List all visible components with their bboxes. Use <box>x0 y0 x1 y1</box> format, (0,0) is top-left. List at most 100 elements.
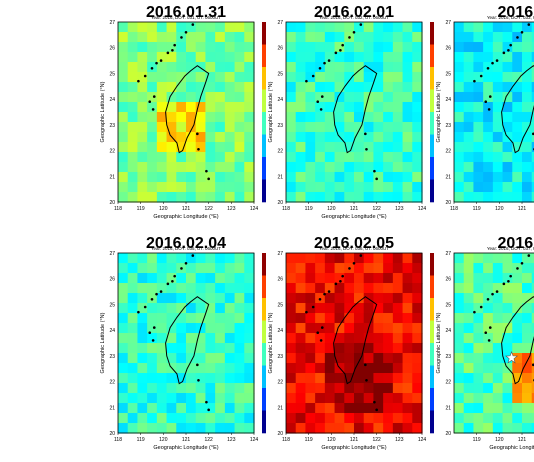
heatmap-cell <box>305 22 316 33</box>
heatmap-cell <box>412 323 423 334</box>
heatmap-cell <box>224 172 236 183</box>
heatmap-cell <box>195 62 207 73</box>
heatmap-cell <box>286 32 297 43</box>
colorbar-segment <box>262 365 266 389</box>
island-mark <box>364 363 367 367</box>
heatmap-cell <box>176 182 187 193</box>
heatmap-cell <box>344 403 355 414</box>
island-mark <box>327 290 331 293</box>
heatmap-cell <box>118 162 129 173</box>
heatmap-cell <box>522 343 533 354</box>
heatmap-cell <box>454 373 465 384</box>
heatmap-cell <box>315 373 326 384</box>
heatmap-cell <box>483 102 494 113</box>
island-mark <box>495 290 499 293</box>
heatmap-cell <box>392 162 404 173</box>
heatmap-cell <box>473 353 484 364</box>
heatmap-cell <box>205 293 216 304</box>
heatmap-cell <box>463 42 475 53</box>
heatmap-cell <box>383 263 394 274</box>
heatmap-cell <box>315 172 326 183</box>
heatmap-cell <box>234 363 245 374</box>
heatmap-cell <box>392 112 404 123</box>
heatmap-cell <box>186 152 197 163</box>
heatmap-cell <box>344 373 355 384</box>
heatmap-cell <box>373 343 384 354</box>
heatmap-cell <box>492 52 504 63</box>
heatmap-cell <box>454 303 465 314</box>
heatmap-cell <box>392 172 404 183</box>
heatmap-cell <box>354 122 365 133</box>
heatmap-cell <box>118 343 129 354</box>
heatmap-cell <box>156 263 168 274</box>
heatmap-cell <box>195 403 207 414</box>
island-mark <box>196 363 199 367</box>
heatmap-cell <box>137 383 148 394</box>
heatmap-cell <box>195 122 207 133</box>
heatmap-cell <box>176 273 187 284</box>
island-mark <box>205 169 208 173</box>
island-mark <box>341 43 344 47</box>
heatmap-cell <box>286 102 297 113</box>
heatmap-cell <box>473 283 484 294</box>
heatmap-cell <box>454 333 465 344</box>
heatmap-cell <box>463 142 475 153</box>
y-tick-label: 21 <box>109 405 115 411</box>
heatmap-cell <box>473 263 484 274</box>
heatmap-cell <box>412 263 423 274</box>
heatmap-cell <box>392 403 404 414</box>
heatmap-cell <box>373 102 384 113</box>
heatmap-cell <box>363 403 375 414</box>
heatmap-cell <box>156 283 168 294</box>
heatmap-cell <box>454 102 465 113</box>
heatmap-cell <box>324 313 336 324</box>
y-axis-label: Geographic Latitude (°N) <box>268 81 274 142</box>
heatmap-cell <box>531 162 534 173</box>
heatmap-cell <box>244 62 255 73</box>
heatmap-cell <box>224 132 236 143</box>
heatmap-cell <box>205 413 216 424</box>
heatmap-cell <box>295 112 307 123</box>
heatmap-cell <box>224 403 236 414</box>
heatmap-cell <box>402 182 413 193</box>
heatmap-cell <box>412 182 423 193</box>
heatmap-cell <box>224 92 236 103</box>
heatmap-cell <box>383 403 394 414</box>
heatmap-cell <box>166 22 177 33</box>
island-mark <box>143 305 147 309</box>
heatmap-cell <box>454 132 465 143</box>
heatmap-cell <box>205 132 216 143</box>
heatmap-cell <box>373 82 384 93</box>
y-tick-label: 24 <box>109 328 115 334</box>
heatmap-cell <box>463 303 475 314</box>
heatmap-cell <box>224 142 236 153</box>
heatmap-cell <box>354 343 365 354</box>
heatmap-cell <box>234 132 245 143</box>
heatmap-cell <box>286 112 297 123</box>
heatmap-cell <box>383 373 394 384</box>
x-tick-label: 118 <box>282 437 290 443</box>
heatmap-cell <box>205 112 216 123</box>
heatmap-cell <box>473 373 484 384</box>
heatmap-cell <box>205 263 216 274</box>
heatmap-cell <box>118 413 129 424</box>
heatmap-cell <box>156 82 168 93</box>
heatmap-cell <box>176 142 187 153</box>
heatmap-cell <box>344 393 355 404</box>
heatmap-cell <box>324 363 336 374</box>
heatmap-cell <box>244 32 255 43</box>
island-mark <box>484 331 488 335</box>
heatmap-cell <box>502 323 513 334</box>
heatmap-cell <box>334 323 345 334</box>
colorbar-segment <box>430 298 434 321</box>
heatmap-cell <box>402 413 413 424</box>
island-mark <box>352 261 356 265</box>
x-tick-label: 121 <box>518 437 527 443</box>
heatmap-cell <box>166 152 177 163</box>
heatmap-cell <box>392 363 404 374</box>
y-axis-label: Geographic Latitude (°N) <box>436 312 442 373</box>
heatmap-cell <box>473 132 484 143</box>
heatmap-cell <box>531 42 534 53</box>
heatmap-cell <box>334 32 345 43</box>
island-mark <box>491 61 494 65</box>
